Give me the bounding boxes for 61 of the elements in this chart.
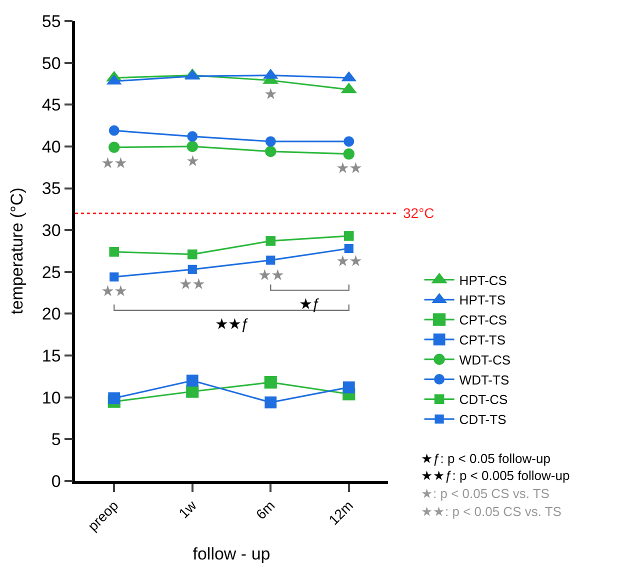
y-tick-label: 50 <box>42 54 61 73</box>
point <box>265 136 276 147</box>
point <box>186 140 198 152</box>
annotation: ★★ <box>179 276 205 293</box>
text: ★★: p < 0.05 CS vs. TS <box>421 504 562 519</box>
point <box>108 142 120 153</box>
point <box>344 244 354 254</box>
point <box>186 374 198 387</box>
point <box>108 392 120 404</box>
annotation: ★★ <box>101 283 127 300</box>
x-axis-title: follow - up <box>192 544 270 564</box>
annotation: ★ƒ <box>299 296 320 313</box>
point <box>266 236 276 246</box>
legend-label: WDT-CS <box>459 352 511 368</box>
annotation: ★★ <box>336 253 362 270</box>
y-tick-label: 5 <box>51 430 61 450</box>
legend-label: CDT-TS <box>459 412 507 428</box>
point <box>187 249 198 260</box>
legend-label: HPT-TS <box>459 292 506 308</box>
annotation: ★★ <box>101 155 127 172</box>
point <box>264 376 277 389</box>
y-tick-label: 55 <box>42 12 61 31</box>
point <box>342 381 355 394</box>
legend-label: WDT-TS <box>459 372 510 388</box>
y-tick-label: 30 <box>42 221 61 240</box>
point <box>344 136 354 147</box>
y-tick-label: 25 <box>42 262 61 282</box>
y-tick-label: 45 <box>42 96 61 115</box>
annotation: ★★ <box>336 160 362 177</box>
point <box>344 231 354 241</box>
y-tick-label: 20 <box>42 304 61 324</box>
point <box>266 256 276 265</box>
y-tick-label: 40 <box>42 137 61 156</box>
point <box>343 148 354 160</box>
x-tick-label: 12m <box>325 497 356 528</box>
point <box>110 272 119 282</box>
y-tick-label: 35 <box>42 179 61 198</box>
point <box>264 396 277 408</box>
legend-label: CDT-CS <box>459 392 508 408</box>
point <box>265 146 276 158</box>
y-tick-label: 15 <box>42 346 61 366</box>
annotation: ★★ƒ <box>215 316 250 333</box>
point <box>109 246 120 257</box>
point <box>108 125 120 136</box>
y-axis-title: temperature (°C) <box>7 188 26 314</box>
text: ★★ƒ: p < 0.005 follow-up <box>421 468 570 483</box>
annotation: ★ <box>186 153 199 170</box>
text: ★ƒ: p < 0.05 follow-up <box>421 451 550 466</box>
ref-line-label: 32°C <box>403 205 434 221</box>
text: ★: p < 0.05 CS vs. TS <box>421 486 550 501</box>
y-tick-label: 0 <box>51 472 61 491</box>
point <box>188 264 197 274</box>
annotation: ★★ <box>258 267 284 284</box>
y-tick-label: 10 <box>42 388 61 408</box>
legend-label: HPT-CS <box>459 272 508 288</box>
x-tick-label: 1w <box>175 496 200 522</box>
point <box>187 131 198 142</box>
legend-label: CPT-TS <box>459 332 506 348</box>
legend-label: CPT-CS <box>459 312 508 328</box>
x-tick-label: 6m <box>252 497 278 522</box>
annotation: ★ <box>264 86 277 103</box>
